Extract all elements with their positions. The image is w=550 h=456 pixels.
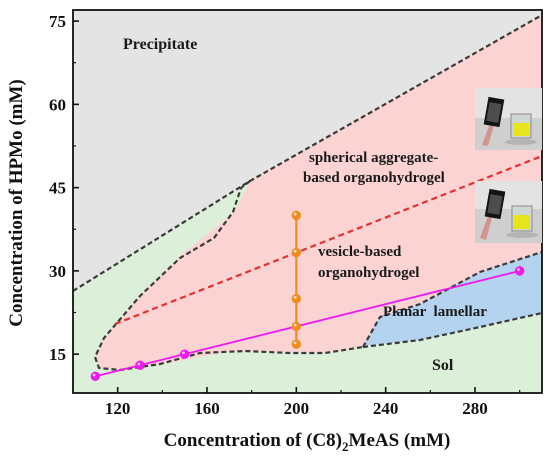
series-0-point-0 bbox=[90, 371, 101, 382]
series-1-point-highlight bbox=[293, 249, 297, 253]
region-fills bbox=[73, 10, 542, 393]
precipitate-region bbox=[73, 10, 542, 291]
vesicle-label-line1: vesicle-based bbox=[318, 244, 402, 260]
x-tick-label: 120 bbox=[105, 399, 131, 418]
vial-photo-bottom bbox=[475, 181, 542, 243]
lamellar-outer-boundary bbox=[362, 250, 542, 348]
planar-lamellar-label: Planar lamellar bbox=[383, 304, 487, 320]
series-0-point-highlight bbox=[92, 373, 96, 377]
y-axis-title: Concentration of HPMo (mM) bbox=[6, 79, 27, 326]
series-0-point-2 bbox=[179, 349, 190, 359]
ticks-layer: 120 160 200 240 280 15 30 45 60 75 bbox=[49, 12, 521, 418]
spherical-label-line1: spherical aggregate- bbox=[309, 150, 438, 166]
phase-boundaries bbox=[73, 14, 542, 372]
series-0-point-highlight bbox=[137, 362, 141, 366]
spherical-vesicle-region bbox=[95, 15, 542, 370]
left-sol-boundary bbox=[93, 180, 364, 372]
series-0-point-3 bbox=[514, 266, 525, 276]
x-tick-label: 160 bbox=[194, 399, 220, 418]
series-1-point-highlight bbox=[293, 323, 297, 327]
spherical-label-line2: based organohydrogel bbox=[303, 170, 445, 186]
series-layer bbox=[90, 210, 525, 382]
vesicle-label-line2: organohydrogel bbox=[318, 265, 419, 281]
y-tick-label: 75 bbox=[49, 12, 66, 31]
series-0-point-highlight bbox=[182, 351, 185, 355]
y-tick-label: 60 bbox=[49, 95, 66, 114]
series-1-point-4 bbox=[291, 210, 302, 221]
series-0-point-highlight bbox=[517, 268, 520, 271]
x-tick-label: 240 bbox=[373, 399, 399, 418]
x-tick-label: 280 bbox=[462, 399, 488, 418]
y-tick-label: 30 bbox=[49, 262, 66, 281]
series-1-point-1 bbox=[291, 321, 302, 332]
x-axis-title: Concentration of (C8)2MeAS (mM) bbox=[164, 430, 451, 454]
y-tick-label: 45 bbox=[49, 179, 66, 198]
series-1-point-3 bbox=[291, 247, 302, 258]
series-1-point-0 bbox=[291, 339, 302, 349]
series-1-point-2 bbox=[291, 293, 302, 304]
y-tick-label: 15 bbox=[49, 345, 66, 364]
series-1-point-highlight bbox=[293, 295, 297, 299]
sol-label: Sol bbox=[432, 357, 454, 374]
series-0-line bbox=[95, 270, 520, 378]
x-tick-label: 200 bbox=[284, 399, 310, 418]
red-dashed-line bbox=[114, 154, 542, 326]
lamellar-inner-boundary bbox=[362, 311, 542, 349]
series-1-point-highlight bbox=[293, 212, 297, 216]
vial-photo-top bbox=[475, 88, 542, 150]
series-1-point-highlight bbox=[293, 341, 297, 345]
series-0-point-1 bbox=[135, 360, 145, 370]
precipitate-label: Precipitate bbox=[123, 36, 197, 53]
